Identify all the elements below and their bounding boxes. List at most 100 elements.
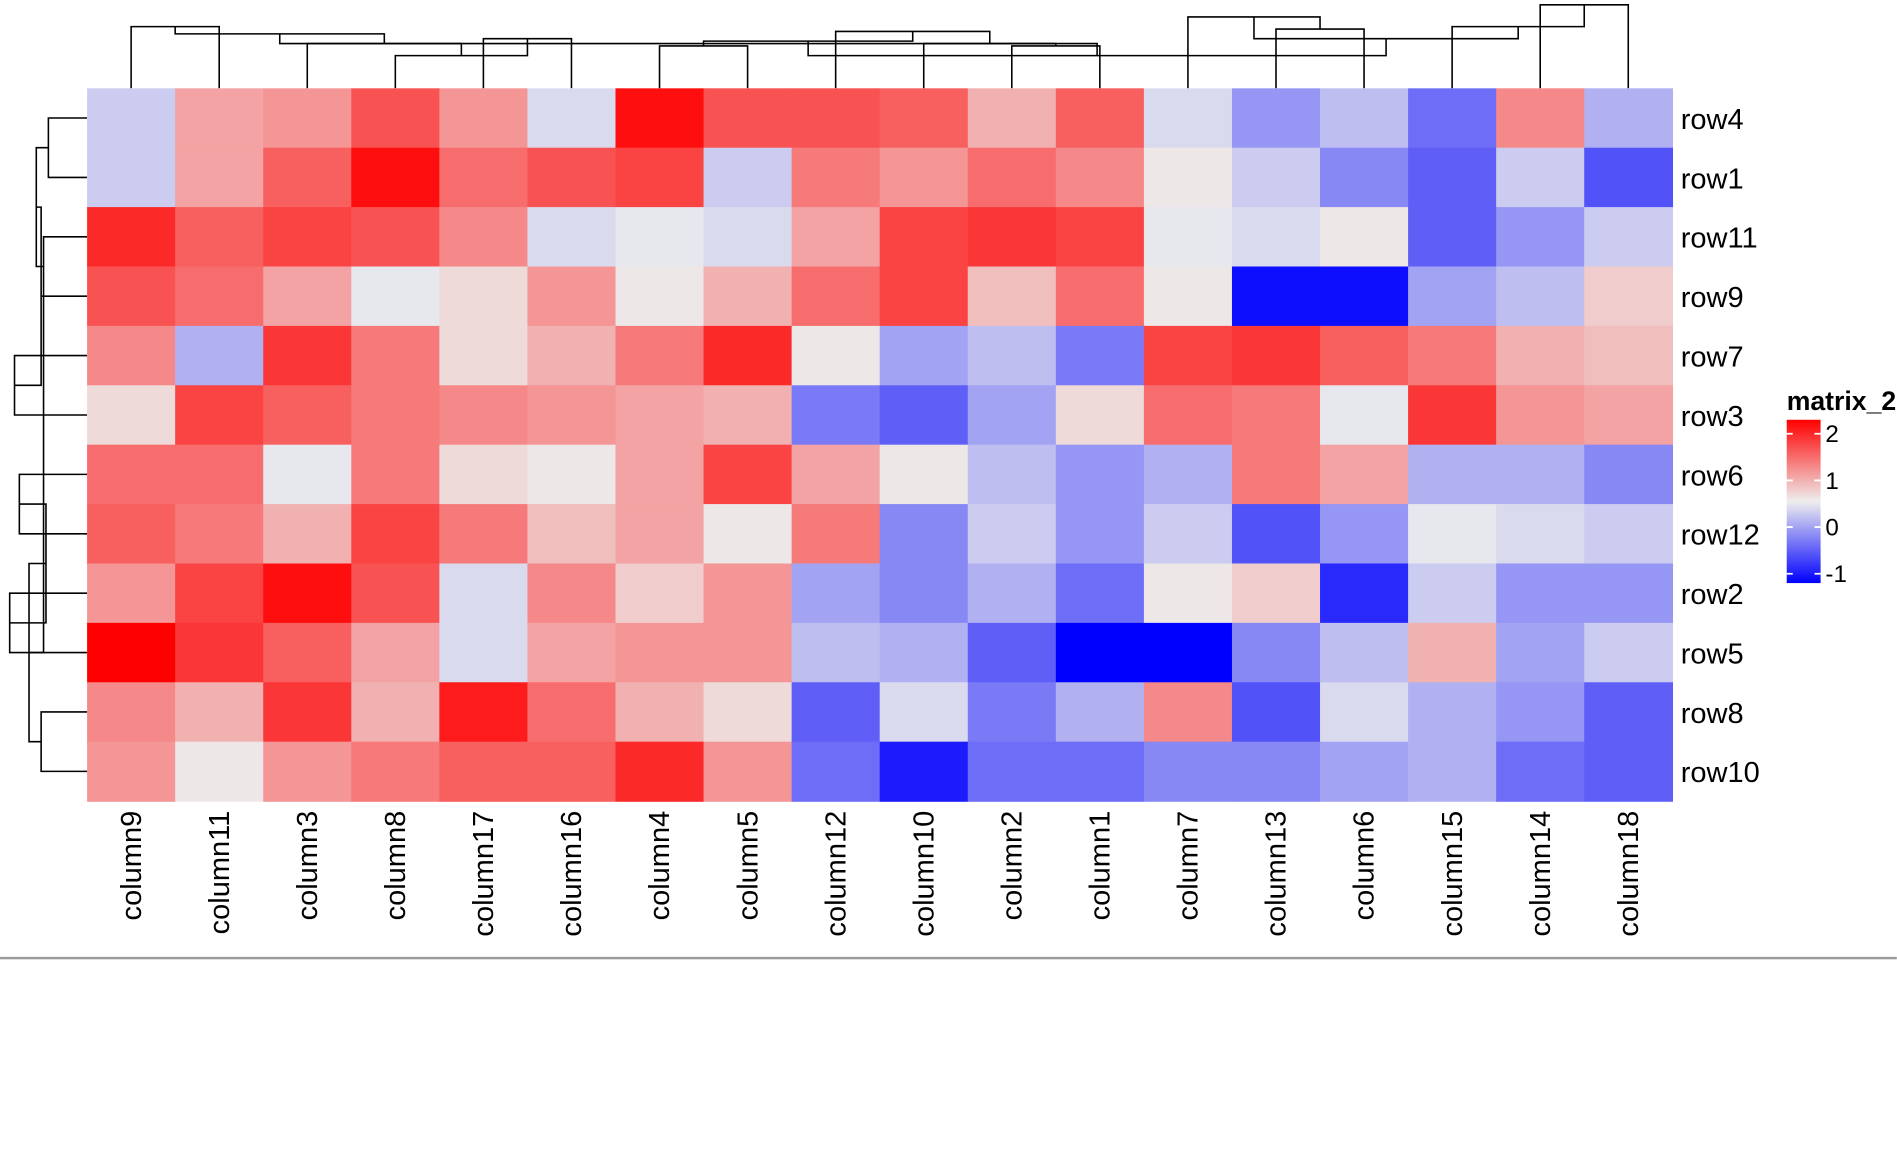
heatmap-cell — [1055, 682, 1145, 743]
heatmap-cell — [1408, 385, 1497, 446]
heatmap-cell — [615, 622, 705, 683]
row-dendrogram-branch — [14, 206, 42, 387]
heatmap-cell — [967, 563, 1057, 624]
heatmap-cell — [351, 444, 441, 505]
heatmap-cell — [175, 266, 264, 327]
heatmap-cell — [615, 207, 705, 268]
heatmap-cell — [175, 682, 264, 743]
heatmap-cell — [1143, 207, 1233, 268]
heatmap-cell — [1320, 563, 1409, 624]
heatmap-cell — [1143, 504, 1233, 565]
heatmap-cell — [87, 622, 176, 683]
column-labels: column9 column11 column3 column8 column17 col… — [116, 811, 1645, 937]
row-dendrogram-branch — [47, 117, 88, 179]
heatmap-cell — [527, 622, 617, 683]
heatmap-cell — [879, 682, 969, 743]
column-dendrogram-branch — [482, 37, 573, 89]
heatmap-cell — [1231, 682, 1321, 743]
heatmap-cell — [1055, 504, 1145, 565]
column-label: column8 — [380, 811, 412, 921]
heatmap-cell — [1143, 563, 1233, 624]
heatmap-cell — [87, 207, 176, 268]
heatmap-cell — [263, 147, 353, 208]
heatmap-cell — [703, 266, 793, 327]
heatmap-cell — [967, 325, 1057, 387]
heatmap-cell — [351, 563, 441, 624]
heatmap-cell — [263, 741, 353, 802]
heatmap-cell — [1496, 622, 1585, 683]
column-label: column12 — [820, 811, 852, 937]
heatmap-cell — [703, 147, 793, 208]
heatmap-cell — [879, 147, 969, 208]
heatmap-cell — [615, 266, 705, 327]
column-label: column15 — [1437, 811, 1469, 937]
heatmap-cell — [87, 504, 176, 565]
heatmap-cell — [791, 207, 881, 268]
heatmap-cell — [1143, 622, 1233, 683]
heatmap-cell — [967, 266, 1057, 327]
row-label: row8 — [1681, 698, 1744, 730]
heatmap-cell — [351, 741, 441, 802]
heatmap-cell — [1408, 622, 1497, 683]
column-label: column5 — [732, 811, 764, 921]
heatmap-cell — [1496, 325, 1585, 387]
row-dendrogram-branch — [28, 562, 46, 743]
heatmap-cell — [439, 207, 529, 268]
heatmap-cell — [439, 504, 529, 565]
color-legend: matrix_2 2 1 0 -1 — [1786, 386, 1896, 588]
heatmap-cell — [1408, 504, 1497, 565]
heatmap-cell — [1408, 88, 1497, 149]
heatmap-cell — [1320, 385, 1409, 446]
heatmap-cell — [263, 385, 353, 446]
heatmap-cell — [1055, 385, 1145, 446]
heatmap-cell — [87, 682, 176, 743]
heatmap-cell — [1231, 563, 1321, 624]
heatmap-cell — [175, 147, 264, 208]
column-dendrogram-branch — [922, 42, 1057, 89]
heatmap-cell — [1496, 741, 1585, 802]
column-label: column14 — [1525, 811, 1557, 937]
heatmap-cell — [879, 385, 969, 446]
heatmap-cell — [1496, 444, 1585, 505]
row-dendrogram-branch — [13, 354, 88, 416]
heatmap-cell — [967, 88, 1057, 149]
heatmap-cell — [791, 563, 881, 624]
heatmap-cell — [703, 444, 793, 505]
heatmap-cell — [439, 682, 529, 743]
heatmap-cell — [439, 266, 529, 327]
heatmap-cell — [263, 266, 353, 327]
heatmap-cell — [351, 266, 441, 327]
heatmap-cell — [1320, 741, 1409, 802]
heatmap-cell — [87, 385, 176, 446]
heatmap-cell — [1408, 444, 1497, 505]
heatmap-cell — [615, 504, 705, 565]
row-label: row2 — [1681, 579, 1744, 611]
heatmap-cell — [791, 266, 881, 327]
heatmap-cell — [439, 147, 529, 208]
heatmap-cell — [1320, 444, 1409, 505]
heatmap-cell — [1055, 325, 1145, 387]
heatmap-cell — [1408, 147, 1497, 208]
row-label: row7 — [1681, 341, 1744, 373]
row-dendrogram-branch — [29, 295, 45, 654]
heatmap-cell — [527, 88, 617, 149]
heatmap-cell — [1320, 325, 1409, 387]
legend-tick-label: 2 — [1825, 421, 1838, 448]
heatmap-cell — [1584, 563, 1674, 624]
heatmap-cell — [351, 88, 441, 149]
heatmap-cell — [263, 88, 353, 149]
column-label: column7 — [1173, 811, 1205, 921]
column-dendrogram-branch — [658, 45, 749, 89]
heatmap-cell — [439, 385, 529, 446]
heatmap-cell — [1143, 385, 1233, 446]
column-label: column1 — [1085, 811, 1117, 921]
heatmap-cell — [1584, 622, 1674, 683]
heatmap-cell — [615, 682, 705, 743]
row-label: row9 — [1681, 282, 1744, 314]
heatmap-cell — [791, 147, 881, 208]
heatmap-cell — [1408, 266, 1497, 327]
heatmap-cell — [879, 444, 969, 505]
heatmap-cell — [1584, 325, 1674, 387]
heatmap-cell — [87, 147, 176, 208]
